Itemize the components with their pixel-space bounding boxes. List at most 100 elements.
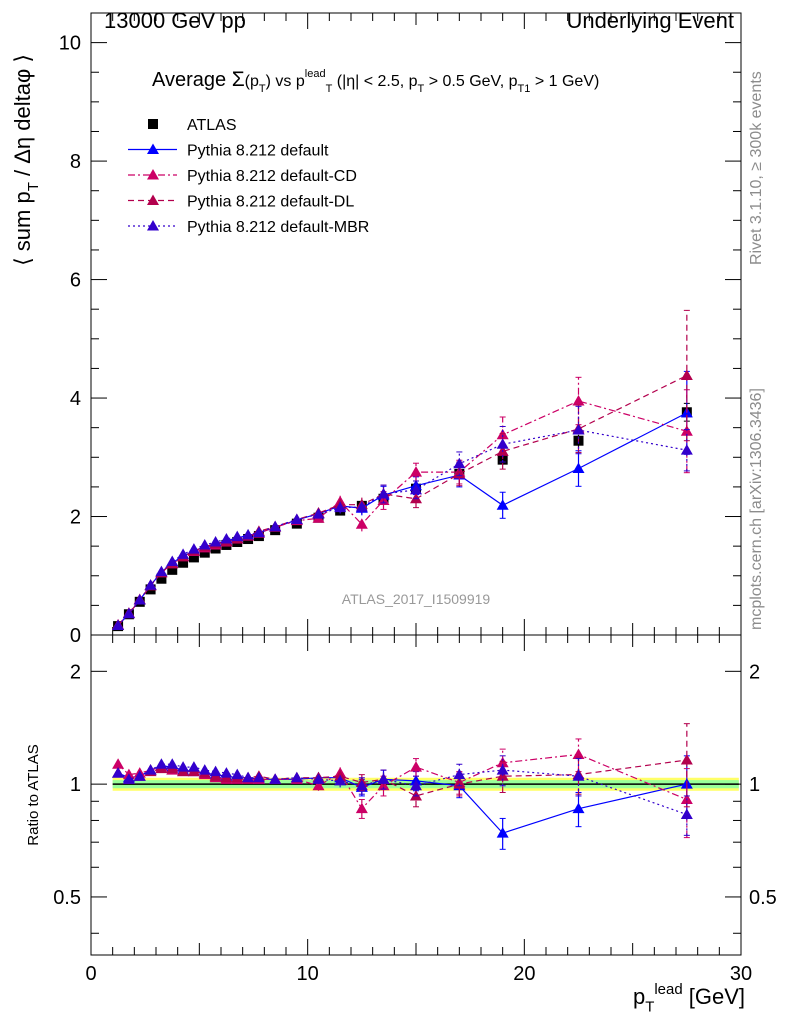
legend-marker	[147, 143, 159, 154]
data-point	[334, 501, 347, 513]
watermark-label: ATLAS_2017_I1509919	[342, 591, 491, 607]
series-pythia-8-212-default-mbr	[112, 405, 693, 631]
mcplots-label: mcplots.cern.ch [arXiv:1306.3436]	[748, 388, 765, 630]
ratio-data-point	[231, 768, 244, 780]
main-ytick-label: 4	[70, 388, 81, 410]
data-point	[252, 526, 265, 538]
data-point	[187, 543, 200, 554]
ratio-data-point	[252, 771, 265, 783]
ratio-series-pythia-8-212-default-mbr	[112, 755, 693, 836]
legend: ATLAS Pythia 8.212 default Pythia 8.212 de…	[128, 117, 369, 236]
data-point	[133, 594, 146, 605]
ratio-data-point	[209, 765, 222, 777]
legend-marker	[147, 169, 159, 180]
data-point	[112, 619, 125, 631]
data-point	[410, 483, 422, 495]
ratio-data-point	[355, 779, 368, 791]
ratio-data-point	[572, 770, 585, 781]
legend-label: Pythia 8.212 default-MBR	[187, 219, 369, 236]
data-point	[209, 535, 222, 547]
ratio-data-point	[133, 770, 146, 781]
data-point	[155, 565, 168, 577]
ratio-series-pythia-8-212-default	[112, 755, 693, 850]
ratio-data-point	[377, 773, 390, 784]
ratio-data-point	[334, 774, 347, 786]
ratio-data-point	[496, 827, 509, 838]
legend-label: Pythia 8.212 default	[187, 143, 329, 160]
ratio-xtick-label: 0	[85, 963, 96, 985]
ratio-data-point	[680, 753, 693, 765]
legend-label: Pythia 8.212 default-DL	[187, 194, 354, 211]
data-point	[572, 424, 585, 435]
ratio-xtick-label: 20	[513, 963, 535, 985]
data-point	[497, 454, 508, 465]
ratio-data-point	[680, 808, 693, 819]
data-point	[231, 530, 244, 542]
data-point	[198, 538, 211, 550]
ratio-xtick-label: 10	[297, 963, 319, 985]
ratio-data-point	[572, 748, 585, 759]
ratio-data-point	[122, 773, 135, 784]
main-ytick-label: 0	[70, 625, 81, 647]
data-point	[166, 555, 179, 567]
data-point	[178, 557, 189, 568]
ratio-xtick-label: 30	[730, 963, 752, 985]
ratio-data-point	[355, 802, 368, 814]
main-frame	[90, 12, 742, 636]
legend-label: Pythia 8.212 default-CD	[187, 168, 357, 185]
main-panel: 0 2 4 6 8 10 ⟨ sum pT / Δη deltaφ ⟩ Average Σ(p…	[10, 12, 742, 647]
data-point	[144, 579, 157, 590]
data-point	[355, 501, 368, 512]
ratio-data-point	[220, 767, 233, 778]
ratio-ytick-label-right: 2	[749, 661, 760, 683]
series-pythia-8-212-default-dl	[112, 309, 693, 631]
data-point	[290, 513, 303, 524]
ratio-data-point	[312, 779, 325, 791]
ratio-data-point	[112, 758, 125, 769]
data-point	[269, 520, 282, 532]
ratio-data-point	[177, 761, 190, 772]
ratio-data-point	[269, 773, 282, 784]
ratio-data-point	[496, 764, 509, 775]
data-point	[680, 369, 693, 381]
header-right: Underlying Event	[566, 8, 734, 33]
legend-marker	[148, 119, 158, 129]
ratio-ytick-label: 0.5	[53, 887, 81, 909]
legend-entry: Pythia 8.212 default-CD	[128, 168, 357, 185]
ratio-data-point	[410, 779, 422, 791]
ratio-data-point	[144, 764, 157, 775]
data-point	[177, 548, 190, 559]
legend-entry: Pythia 8.212 default	[128, 143, 329, 160]
ratio-ylabel: Ratio to ATLAS	[25, 744, 42, 845]
legend-label: ATLAS	[187, 117, 237, 134]
ratio-data-point	[453, 768, 466, 780]
main-ytick-label: 8	[70, 151, 81, 173]
legend-marker	[147, 220, 159, 231]
ratio-data-point	[187, 761, 200, 772]
data-point	[220, 533, 233, 544]
data-point	[122, 607, 135, 619]
data-point	[156, 573, 167, 584]
data-point	[355, 518, 368, 529]
ratio-data-point	[410, 761, 422, 772]
main-title: Average Σ(pT) vs pleadT (|η| < 2.5, pT >…	[152, 68, 599, 95]
main-ytick-label: 2	[70, 507, 81, 529]
ratio-data-point	[155, 758, 168, 769]
rivet-label: Rivet 3.1.10, ≥ 300k events	[748, 71, 765, 265]
main-ytick-label: 10	[59, 33, 81, 55]
data-point	[572, 395, 585, 406]
data-point	[312, 508, 325, 519]
ratio-data-point	[242, 771, 255, 783]
data-point	[453, 457, 466, 469]
data-point	[167, 564, 178, 575]
data-point	[410, 466, 422, 477]
data-point	[377, 488, 390, 499]
header-left: 13000 GeV pp	[104, 8, 246, 33]
main-ylabel: ⟨ sum pT / Δη deltaφ ⟩	[10, 54, 42, 266]
series-line	[117, 374, 688, 626]
legend-entry: ATLAS	[148, 117, 237, 134]
data-point	[572, 462, 585, 474]
data-point	[496, 499, 509, 510]
